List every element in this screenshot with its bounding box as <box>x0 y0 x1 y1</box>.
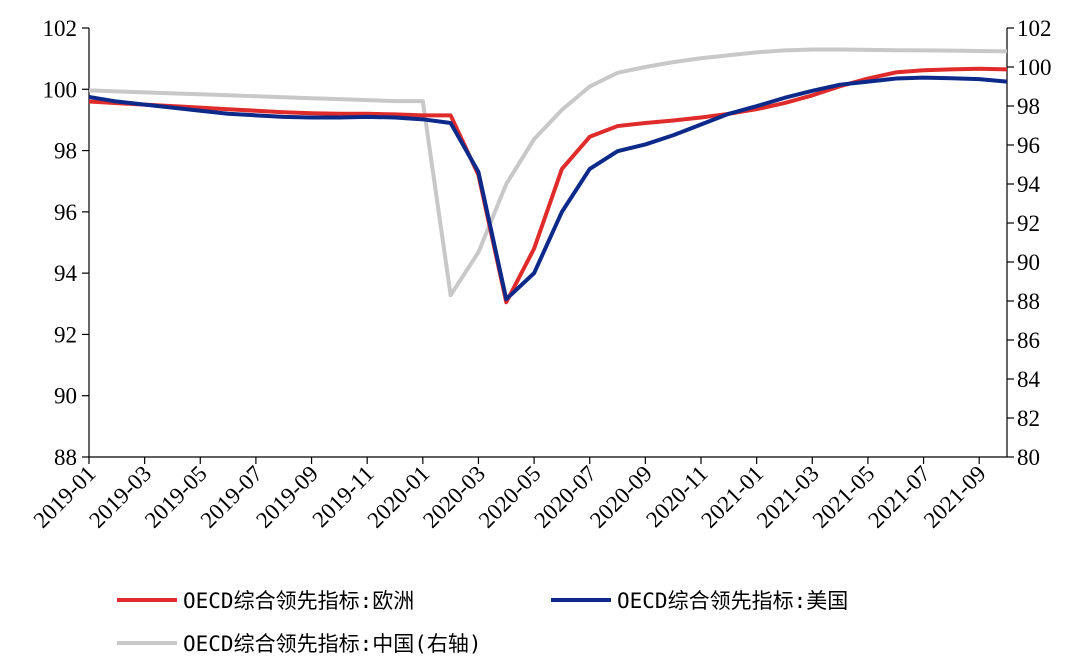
x-tick-label: 2021-09 <box>919 461 991 533</box>
series-line-0 <box>88 66 1008 305</box>
chart-legend: OECD综合领先指标:欧洲 OECD综合领先指标:美国 OECD综合领先指标:中国(… <box>117 589 848 656</box>
x-tick-label: 2019-01 <box>29 461 101 533</box>
x-tick-label: 2020-05 <box>474 461 546 533</box>
series-line-2 <box>88 47 1008 298</box>
x-tick-label: 2019-05 <box>140 461 212 533</box>
x-tick-label: 2020-01 <box>362 461 434 533</box>
legend-label: OECD综合领先指标:美国 <box>617 589 848 613</box>
right-tick-label: 88 <box>1017 289 1040 314</box>
legend-item-1: OECD综合领先指标:美国 <box>551 589 848 613</box>
x-tick-label: 2019-09 <box>251 461 323 533</box>
right-tick-label: 86 <box>1017 328 1040 353</box>
right-tick-label: 94 <box>1017 172 1041 197</box>
left-tick-label: 102 <box>43 16 78 41</box>
right-tick-label: 100 <box>1017 55 1052 80</box>
series-line-1 <box>88 75 1008 302</box>
right-tick-label: 80 <box>1017 445 1040 470</box>
left-tick-label: 92 <box>54 322 77 347</box>
legend-item-0: OECD综合领先指标:欧洲 <box>117 589 414 613</box>
right-tick-label: 90 <box>1017 250 1040 275</box>
left-tick-label: 90 <box>54 384 77 409</box>
left-tick-label: 100 <box>43 77 78 102</box>
plot-area <box>88 47 1008 305</box>
legend-label: OECD综合领先指标:中国(右轴) <box>183 632 482 656</box>
right-tick-label: 98 <box>1017 94 1040 119</box>
left-tick-label: 88 <box>54 445 77 470</box>
right-tick-label: 96 <box>1017 133 1040 158</box>
x-tick-label: 2021-03 <box>752 461 824 533</box>
left-tick-label: 96 <box>54 200 77 225</box>
right-tick-label: 92 <box>1017 211 1040 236</box>
right-tick-label: 82 <box>1017 406 1040 431</box>
x-tick-label: 2019-03 <box>84 461 156 533</box>
x-tick-label: 2020-07 <box>529 461 601 533</box>
x-tick-label: 2021-07 <box>863 461 935 533</box>
x-tick-label: 2019-07 <box>196 461 268 533</box>
left-tick-label: 98 <box>54 139 77 164</box>
x-tick-label: 2021-01 <box>696 461 768 533</box>
legend-item-2: OECD综合领先指标:中国(右轴) <box>117 632 482 656</box>
x-tick-label: 2021-05 <box>808 461 880 533</box>
left-tick-label: 94 <box>54 261 78 286</box>
legend-label: OECD综合领先指标:欧洲 <box>183 589 414 613</box>
x-tick-label: 2020-03 <box>418 461 490 533</box>
x-tick-label: 2020-09 <box>585 461 657 533</box>
right-tick-label: 84 <box>1017 367 1041 392</box>
right-tick-label: 102 <box>1017 16 1052 41</box>
